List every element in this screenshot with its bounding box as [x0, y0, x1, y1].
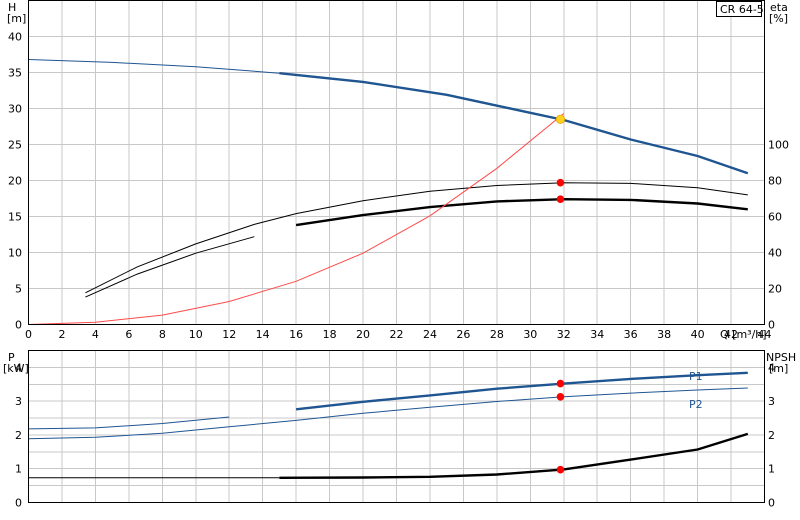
x-tick-label: 16 — [289, 328, 303, 341]
x-tick-label: 18 — [323, 328, 337, 341]
npsh-tick-label: 2 — [768, 429, 775, 442]
bottom-power-line-bold-0 — [295, 371, 748, 411]
top-grid — [28, 0, 765, 325]
npsh-tick-label: 1 — [768, 463, 775, 476]
x-tick-label: 40 — [691, 328, 705, 341]
x-tick-label: 0 — [25, 328, 32, 341]
y2-axis-unit-eta: [%] — [769, 12, 788, 25]
x-tick-label: 42 — [724, 328, 738, 341]
x-tick-label: 24 — [423, 328, 437, 341]
top-series-group — [28, 59, 749, 325]
top-efficiency-line-1 — [85, 182, 748, 294]
y2-tick-label: 20 — [768, 283, 782, 296]
p-tick-label: 3 — [15, 395, 22, 408]
duty-point-marker — [555, 114, 566, 124]
y-tick-label: 20 — [8, 175, 22, 188]
model-label: CR 64-5 — [720, 3, 764, 16]
top-efficiency-line-2 — [85, 236, 255, 298]
y-axis-label-p: P — [8, 351, 15, 364]
npsh-tick-label: 0 — [768, 497, 775, 510]
x-tick-label: 8 — [159, 328, 166, 341]
x-tick-label: 4 — [92, 328, 99, 341]
duty-point-marker — [556, 379, 565, 388]
top-head-line-bold-0 — [279, 72, 749, 175]
x-tick-label: 30 — [523, 328, 537, 341]
p-tick-label: 2 — [15, 429, 22, 442]
y2-tick-label: 40 — [768, 247, 782, 260]
y2-tick-label: 0 — [768, 319, 775, 332]
y2-axis-unit-npsh: [m] — [769, 362, 788, 375]
p-tick-label: 1 — [15, 463, 22, 476]
y2-axis-label-npsh: NPSH — [766, 351, 796, 364]
y-axis-label-h: H — [8, 1, 16, 14]
duty-point-marker — [556, 465, 565, 474]
bottom-markers-group — [556, 379, 565, 474]
top-efficiency-line-bold-2 — [295, 198, 748, 227]
x-tick-label: 36 — [624, 328, 638, 341]
y-tick-label: 5 — [15, 283, 22, 296]
x-tick-label: 12 — [222, 328, 236, 341]
x-tick-label: 2 — [58, 328, 65, 341]
y2-tick-label: 100 — [768, 139, 789, 152]
top-plot-frame — [28, 0, 765, 325]
npsh-tick-label: 3 — [768, 395, 775, 408]
x-tick-label: 22 — [390, 328, 404, 341]
x-tick-label: 34 — [590, 328, 604, 341]
top-head-line-0 — [28, 59, 280, 74]
duty-point-marker — [556, 195, 565, 204]
y2-tick-label: 80 — [768, 175, 782, 188]
top-tick-labels: 0 2 4 6 8 10 12 14 16 18 20 22 24 26 28 30 32 34 36 38 40 42 4… — [8, 31, 789, 342]
top-npsh_system-line-3 — [28, 113, 565, 325]
bottom-power-line-1 — [28, 387, 748, 440]
y-tick-label: 25 — [8, 139, 22, 152]
x-tick-label: 10 — [189, 328, 203, 341]
series-label-p2: P2 — [689, 398, 703, 411]
x-tick-label: 38 — [657, 328, 671, 341]
x-axis-label-q: Q [m³/h] — [720, 328, 767, 341]
model-label-box — [716, 1, 762, 17]
bottom-plot-frame — [28, 350, 765, 503]
y-tick-label: 0 — [15, 319, 22, 332]
bottom-series-group — [28, 371, 749, 479]
y-tick-label: 35 — [8, 67, 22, 80]
y-tick-label: 15 — [8, 211, 22, 224]
x-tick-label: 6 — [125, 328, 132, 341]
bottom-npsh-line-bold-2 — [279, 432, 749, 479]
y2-tick-label: 60 — [768, 211, 782, 224]
top-markers-group — [555, 114, 566, 204]
npsh-tick-label: 4 — [768, 361, 775, 374]
x-tick-label: 20 — [356, 328, 370, 341]
y2-axis-label-eta: eta — [770, 1, 788, 14]
x-tick-label: 32 — [557, 328, 571, 341]
x-tick-label: 28 — [490, 328, 504, 341]
p-tick-label: 0 — [15, 497, 22, 510]
bottom-power-line-0 — [28, 416, 230, 430]
y-axis-unit-h: [m] — [7, 12, 26, 25]
duty-point-marker — [556, 178, 565, 187]
y-axis-unit-p: [kW] — [3, 362, 29, 375]
y-tick-label: 40 — [8, 31, 22, 44]
x-tick-label: 44 — [758, 328, 772, 341]
p-tick-label: 4 — [15, 361, 22, 374]
duty-point-marker — [556, 392, 565, 401]
series-label-p1: P1 — [689, 370, 703, 383]
bottom-tick-labels: 0 1 2 3 4 0 1 2 3 4 — [15, 361, 775, 509]
x-tick-label: 26 — [456, 328, 470, 341]
y-tick-label: 10 — [8, 247, 22, 260]
y-tick-label: 30 — [8, 103, 22, 116]
bottom-grid — [28, 350, 765, 503]
x-tick-label: 14 — [256, 328, 270, 341]
